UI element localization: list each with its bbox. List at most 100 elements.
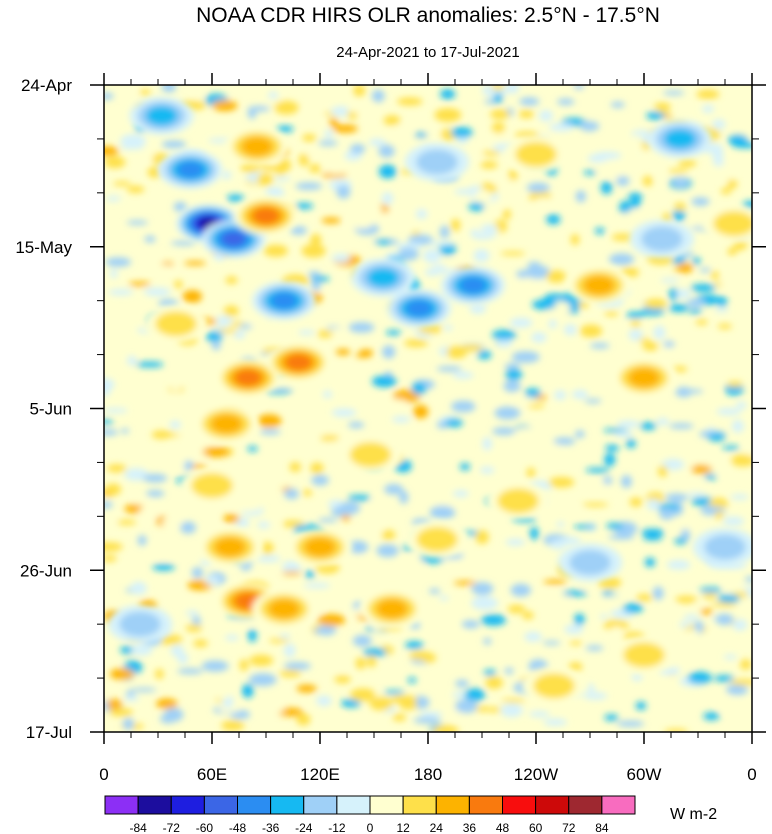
anomaly-feature bbox=[191, 472, 233, 499]
anomaly-patch bbox=[401, 557, 424, 572]
anomaly-patch bbox=[685, 629, 700, 635]
anomaly-patch bbox=[656, 418, 670, 426]
anomaly-patch bbox=[128, 281, 151, 287]
anomaly-patch bbox=[290, 226, 307, 235]
anomaly-patch bbox=[686, 298, 705, 308]
colorbar-units: W m-2 bbox=[670, 806, 717, 823]
anomaly-patch bbox=[664, 728, 689, 732]
anomaly-patch bbox=[484, 200, 503, 210]
anomaly-patch bbox=[341, 699, 361, 708]
anomaly-patch bbox=[161, 85, 177, 93]
anomaly-patch bbox=[703, 453, 714, 464]
anomaly-patch bbox=[537, 444, 564, 450]
anomaly-patch bbox=[583, 692, 608, 700]
anomaly-patch bbox=[579, 324, 603, 338]
anomaly-patch bbox=[647, 498, 661, 511]
anomaly-patch bbox=[519, 97, 540, 106]
anomaly-patch bbox=[174, 280, 183, 289]
anomaly-patch bbox=[341, 514, 351, 521]
anomaly-patch bbox=[204, 576, 220, 585]
anomaly-patch bbox=[597, 162, 606, 173]
anomaly-patch bbox=[125, 92, 138, 102]
anomaly-patch bbox=[672, 366, 688, 373]
anomaly-patch bbox=[348, 322, 375, 333]
anomaly-patch bbox=[610, 101, 625, 108]
anomaly-patch bbox=[306, 703, 321, 708]
colorbar-label: 24 bbox=[430, 821, 444, 834]
anomaly-patch bbox=[182, 290, 203, 303]
anomaly-patch bbox=[702, 593, 718, 600]
anomaly-patch bbox=[696, 89, 720, 100]
anomaly-patch bbox=[202, 446, 230, 458]
colorbar-swatch bbox=[336, 795, 371, 815]
anomaly-patch bbox=[621, 475, 632, 488]
anomaly-patch bbox=[715, 613, 734, 626]
anomaly-patch bbox=[261, 541, 274, 555]
anomaly-patch bbox=[713, 675, 735, 682]
anomaly-patch bbox=[283, 662, 311, 670]
anomaly-patch bbox=[126, 185, 145, 193]
anomaly-patch bbox=[120, 428, 130, 434]
anomaly-patch bbox=[477, 396, 499, 407]
anomaly-patch bbox=[631, 671, 643, 682]
colorbar-label: -48 bbox=[229, 821, 247, 834]
anomaly-patch bbox=[191, 567, 204, 579]
anomaly-patch bbox=[679, 621, 691, 628]
anomaly-patch bbox=[585, 467, 610, 473]
anomaly-patch bbox=[646, 111, 666, 120]
anomaly-feature bbox=[664, 129, 696, 149]
anomaly-feature bbox=[515, 141, 557, 167]
anomaly-patch bbox=[284, 488, 299, 500]
anomaly-patch bbox=[338, 501, 361, 515]
anomaly-patch bbox=[194, 90, 203, 101]
anomaly-patch bbox=[585, 645, 604, 651]
anomaly-patch bbox=[131, 644, 153, 656]
x-tick-label: 120E bbox=[300, 765, 340, 784]
anomaly-patch bbox=[185, 610, 199, 616]
anomaly-patch bbox=[451, 400, 476, 413]
anomaly-patch bbox=[318, 518, 338, 523]
anomaly-patch bbox=[649, 404, 663, 410]
anomaly-patch bbox=[509, 317, 533, 328]
colorbar-swatch bbox=[468, 795, 503, 815]
anomaly-patch bbox=[506, 85, 520, 94]
anomaly-patch bbox=[384, 484, 404, 495]
anomaly-patch bbox=[257, 172, 274, 186]
anomaly-patch bbox=[716, 408, 742, 416]
anomaly-patch bbox=[320, 434, 340, 442]
anomaly-patch bbox=[383, 690, 405, 695]
x-tick-label: 0 bbox=[747, 765, 756, 784]
anomaly-patch bbox=[673, 663, 693, 670]
anomaly-patch bbox=[668, 304, 690, 313]
anomaly-feature bbox=[304, 537, 336, 557]
anomaly-patch bbox=[413, 404, 429, 419]
anomaly-patch bbox=[453, 580, 477, 586]
anomaly-patch bbox=[639, 422, 657, 431]
anomaly-patch bbox=[493, 93, 503, 104]
anomaly-patch bbox=[657, 465, 668, 477]
anomaly-patch bbox=[483, 638, 492, 645]
anomaly-patch bbox=[508, 169, 518, 182]
anomaly-patch bbox=[104, 542, 123, 552]
anomaly-patch bbox=[424, 268, 440, 276]
anomaly-patch bbox=[391, 695, 418, 705]
anomaly-patch bbox=[469, 303, 487, 314]
anomaly-patch bbox=[349, 218, 374, 229]
anomaly-patch bbox=[626, 438, 636, 449]
anomaly-patch bbox=[503, 380, 521, 393]
anomaly-patch bbox=[666, 605, 678, 614]
anomaly-patch bbox=[311, 474, 329, 486]
colorbar-swatch bbox=[237, 795, 272, 815]
anomaly-patch bbox=[481, 449, 492, 457]
anomaly-patch bbox=[105, 196, 121, 202]
anomaly-feature bbox=[155, 311, 197, 337]
anomaly-patch bbox=[594, 227, 605, 235]
anomaly-patch bbox=[492, 329, 517, 341]
anomaly-patch bbox=[614, 431, 634, 438]
anomaly-patch bbox=[685, 492, 708, 497]
anomaly-patch bbox=[480, 466, 495, 474]
anomaly-patch bbox=[574, 509, 584, 516]
anomaly-patch bbox=[440, 89, 456, 100]
colorbar-swatch bbox=[568, 795, 603, 815]
anomaly-patch bbox=[302, 489, 313, 497]
